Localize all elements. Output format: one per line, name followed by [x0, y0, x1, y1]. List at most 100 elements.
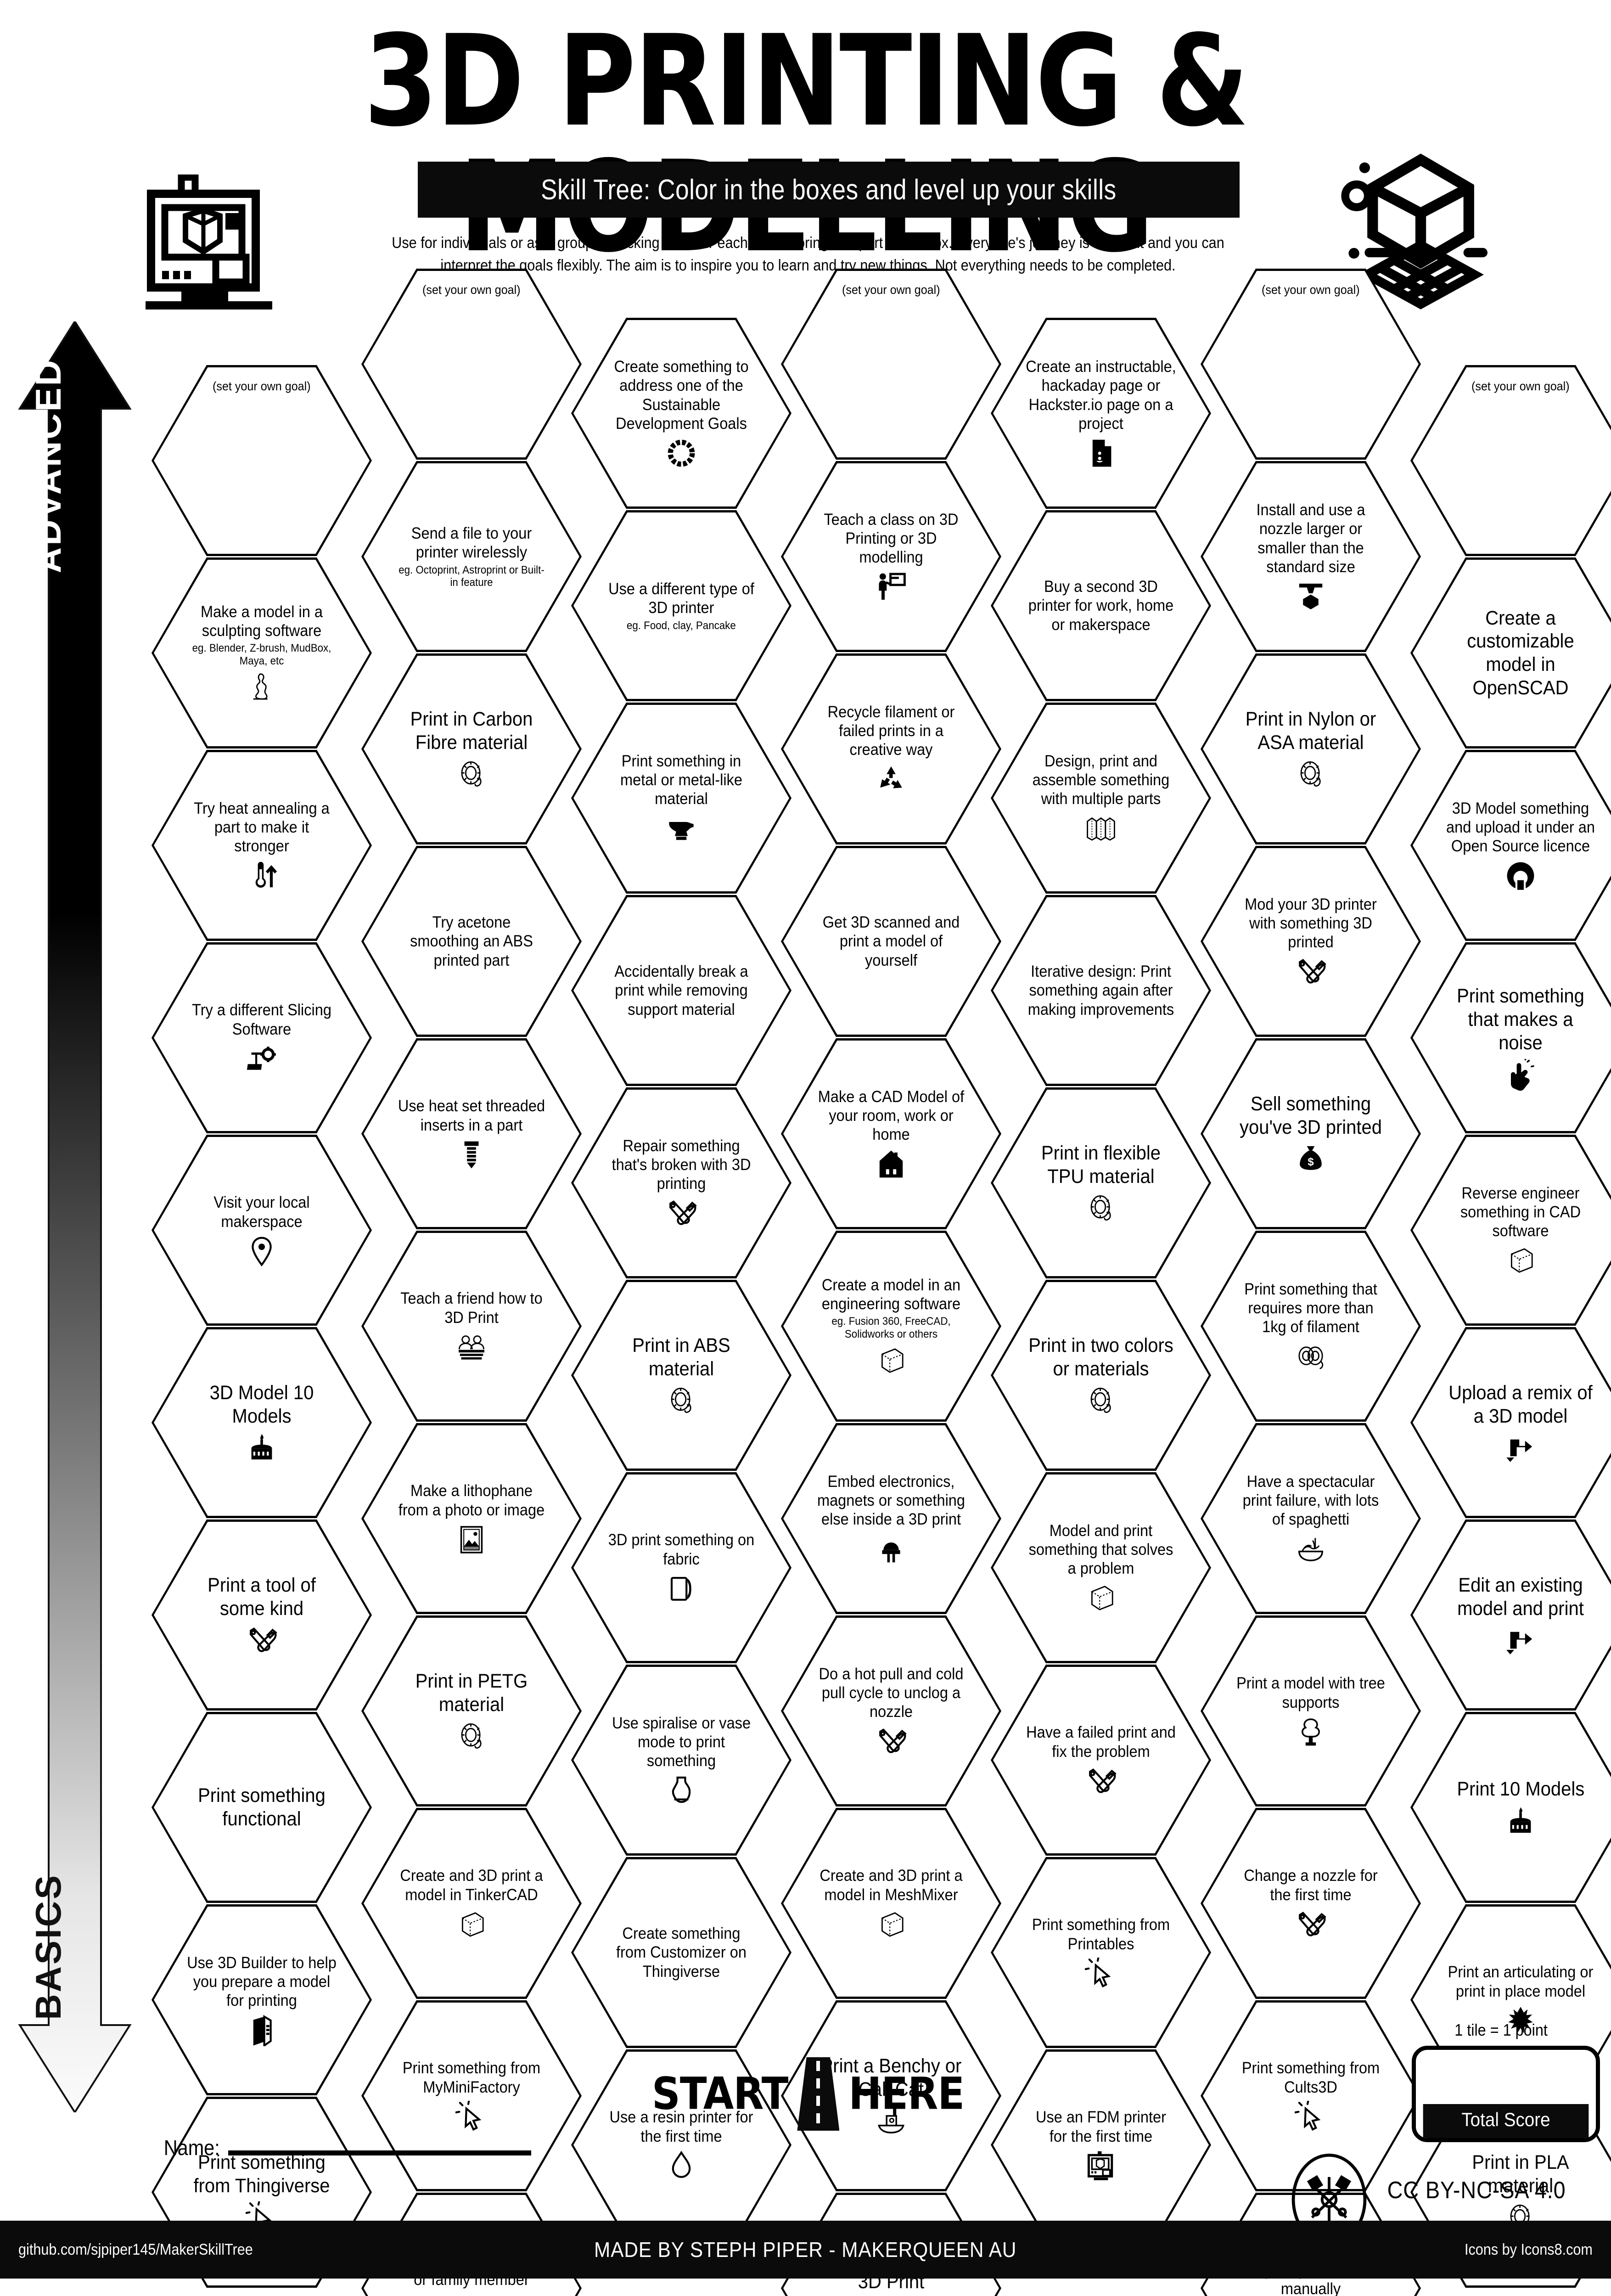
skill-hex-c6-r7[interactable]: Have a spectacular print failure, with l…	[1201, 1423, 1421, 1614]
skill-hex-c5-r3[interactable]: Design, print and assemble something wit…	[991, 703, 1211, 894]
skill-hex-c7-r8[interactable]: Print 10 Models	[1410, 1712, 1611, 1903]
skill-hex-title: Have a failed print and fix the problem	[1026, 1723, 1176, 1761]
teaching-icon	[455, 1331, 488, 1363]
skill-hex-c6-r6[interactable]: Print something that requires more than …	[1201, 1231, 1421, 1422]
slicer-gear-icon	[246, 1043, 278, 1075]
skill-hex-c3-r8[interactable]: Use spiralise or vase mode to print some…	[571, 1665, 791, 1856]
skill-hex-c4-r8[interactable]: Do a hot pull and cold pull cycle to unc…	[781, 1615, 1001, 1806]
total-score-box[interactable]: Total Score	[1412, 2046, 1600, 2142]
skill-hex-c4-r7[interactable]: Embed electronics, magnets or something …	[781, 1423, 1001, 1614]
skill-hex-c3-r3[interactable]: Print something in metal or metal-like m…	[571, 703, 791, 894]
skill-hex-c1-r1[interactable]: (set your own goal)	[152, 365, 372, 556]
subtitle-banner: Skill Tree: Color in the boxes and level…	[418, 162, 1240, 218]
skill-hex-title: Use a different type of 3D printer	[608, 580, 754, 617]
skill-hex-c3-r10[interactable]: Use a resin printer for the first time	[571, 2049, 791, 2240]
skill-hex-c3-r6[interactable]: Print in ABS material	[571, 1280, 791, 1471]
document-icon	[1085, 437, 1117, 469]
skill-hex-c2-r4[interactable]: Try acetone smoothing an ABS printed par…	[361, 846, 582, 1037]
house-icon	[875, 1148, 907, 1180]
skill-hex-c6-r4[interactable]: Mod your 3D printer with something 3D pr…	[1201, 846, 1421, 1037]
skill-hex-c7-r1[interactable]: (set your own goal)	[1410, 365, 1611, 556]
footer-bar: github.com/sjpiper145/MakerSkillTree MAD…	[0, 2221, 1611, 2279]
fabric-icon	[665, 1573, 697, 1605]
footer-github-link[interactable]: github.com/sjpiper145/MakerSkillTree	[18, 2241, 253, 2258]
skill-hex-c4-r4[interactable]: Get 3D scanned and print a model of your…	[781, 846, 1001, 1037]
skill-hex-title: Use a resin printer for the first time	[609, 2108, 753, 2145]
skill-hex-c2-r8[interactable]: Print in PETG material	[361, 1615, 582, 1806]
skill-hex-c1-r7[interactable]: Print a tool of some kind	[152, 1519, 372, 1711]
skill-hex-c3-r9[interactable]: Create something from Customizer on Thin…	[571, 1857, 791, 2048]
skill-hex-c4-r6[interactable]: Create a model in an engineering softwar…	[781, 1231, 1001, 1422]
skill-hex-c7-r6[interactable]: Upload a remix of a 3D model	[1410, 1327, 1611, 1518]
skill-hex-title: Print something that makes a noise	[1457, 985, 1584, 1054]
skill-hex-title: Print a tool of some kind	[208, 1574, 316, 1620]
vase-icon	[665, 1774, 697, 1806]
skill-hex-c1-r9[interactable]: Use 3D Builder to help you prepare a mod…	[152, 1904, 372, 2095]
skill-hex-c5-r1[interactable]: Create an instructable, hackaday page or…	[991, 318, 1211, 509]
name-label: Name:	[163, 2136, 220, 2160]
skill-hex-c6-r2[interactable]: Install and use a nozzle larger or small…	[1201, 461, 1421, 652]
skill-hex-c7-r4[interactable]: Print something that makes a noise	[1410, 942, 1611, 1133]
skill-hex-c4-r2[interactable]: Teach a class on 3D Printing or 3D model…	[781, 461, 1001, 652]
skill-hex-c3-r4[interactable]: Accidentally break a print while removin…	[571, 895, 791, 1086]
skill-hex-c6-r5[interactable]: Sell something you've 3D printed $	[1201, 1038, 1421, 1229]
skill-hex-c3-r1[interactable]: Create something to address one of the S…	[571, 318, 791, 509]
skill-hex-c3-r2[interactable]: Use a different type of 3D printer eg. Fo…	[571, 510, 791, 701]
recycle-icon	[875, 763, 907, 795]
skill-hex-c2-r9[interactable]: Create and 3D print a model in TinkerCAD	[361, 1808, 582, 1999]
skill-hex-c6-r1[interactable]: (set your own goal)	[1201, 269, 1421, 460]
skill-hex-title: 3D Model 10 Models	[209, 1381, 314, 1427]
skill-hex-title: Send a file to your printer wirelessly	[411, 524, 532, 562]
map-pin-icon	[246, 1235, 278, 1267]
skill-hex-c2-r6[interactable]: Teach a friend how to 3D Print	[361, 1231, 582, 1422]
name-input[interactable]	[228, 2150, 532, 2155]
skill-hex-c2-r2[interactable]: Send a file to your printer wirelessly eg…	[361, 461, 582, 652]
skill-hex-c1-r5[interactable]: Visit your local makerspace	[152, 1135, 372, 1326]
skill-hex-c7-r5[interactable]: Reverse engineer something in CAD softwa…	[1410, 1135, 1611, 1326]
skill-hex-c4-r9[interactable]: Create and 3D print a model in MeshMixer	[781, 1808, 1001, 1999]
skill-hex-c5-r7[interactable]: Model and print something that solves a …	[991, 1472, 1211, 1663]
skill-hex-c6-r8[interactable]: Print a model with tree supports	[1201, 1615, 1421, 1806]
skill-hex-c3-r7[interactable]: 3D print something on fabric	[571, 1472, 791, 1663]
skill-hex-c2-r1[interactable]: (set your own goal)	[361, 269, 582, 460]
skill-hex-c4-r5[interactable]: Make a CAD Model of your room, work or h…	[781, 1038, 1001, 1229]
tools-icon	[246, 1624, 278, 1656]
skill-hex-c7-r2[interactable]: Create a customizable model in OpenSCAD	[1410, 557, 1611, 748]
3d-printer-icon	[146, 174, 272, 310]
skill-hex-c5-r4[interactable]: Iterative design: Print something again …	[991, 895, 1211, 1086]
skill-hex-c2-r5[interactable]: Use heat set threaded inserts in a part	[361, 1038, 582, 1229]
skill-hex-c3-r5[interactable]: Repair something that's broken with 3D p…	[571, 1087, 791, 1278]
skill-hex-c4-r3[interactable]: Recycle filament or failed prints in a c…	[781, 653, 1001, 844]
skill-hex-c5-r10[interactable]: Use an FDM printer for the first time	[991, 2049, 1211, 2240]
skill-hex-c2-r7[interactable]: Make a lithophane from a photo or image	[361, 1423, 582, 1614]
skill-hex-c5-r5[interactable]: Print in flexible TPU material	[991, 1087, 1211, 1278]
skill-hex-title: Reverse engineer something in CAD softwa…	[1460, 1184, 1581, 1240]
footer-icons-credit[interactable]: Icons by Icons8.com	[1465, 2241, 1593, 2258]
skill-hex-title: 3D Model something and upload it under a…	[1446, 799, 1595, 855]
3d-cube-grid-icon	[1341, 153, 1488, 310]
skill-hex-c2-r3[interactable]: Print in Carbon Fibre material	[361, 653, 582, 844]
skill-hex-title: Print in PETG material	[415, 1670, 528, 1716]
skill-hex-title: Print in ABS material	[632, 1334, 730, 1380]
skill-hex-c6-r3[interactable]: Print in Nylon or ASA material	[1201, 653, 1421, 844]
skill-hex-c1-r8[interactable]: Print something functional	[152, 1712, 372, 1903]
skill-hex-c1-r2[interactable]: Make a model in a sculpting software eg. …	[152, 557, 372, 748]
skill-hex-c5-r9[interactable]: Print something from Printables	[991, 1857, 1211, 2048]
skill-hex-c6-r10[interactable]: Print something from Cults3D	[1201, 2000, 1421, 2191]
skill-hex-c2-r10[interactable]: Print something from MyMiniFactory	[361, 2000, 582, 2191]
skill-hex-c7-r3[interactable]: 3D Model something and upload it under a…	[1410, 750, 1611, 941]
skill-hex-c7-r7[interactable]: Edit an existing model and print	[1410, 1519, 1611, 1711]
skill-hex-c1-r3[interactable]: Try heat annealing a part to make it str…	[152, 750, 372, 941]
skill-hex-c4-r10[interactable]: Print a Benchy or Cali Cat	[781, 2000, 1001, 2191]
skill-hex-c6-r9[interactable]: Change a nozzle for the first time	[1201, 1808, 1421, 1999]
skill-hex-c4-r1[interactable]: (set your own goal)	[781, 269, 1001, 460]
skill-hex-c1-r4[interactable]: Try a different Slicing Software	[152, 942, 372, 1133]
hand-noise-icon	[1504, 1058, 1537, 1091]
skill-hex-c5-r8[interactable]: Have a failed print and fix the problem	[991, 1665, 1211, 1856]
sdg-wheel-icon	[665, 437, 697, 469]
skill-hex-title: Try heat annealing a part to make it str…	[194, 799, 330, 855]
skill-hex-c5-r6[interactable]: Print in two colors or materials	[991, 1280, 1211, 1471]
cake-icon	[1504, 1805, 1537, 1837]
skill-hex-c5-r2[interactable]: Buy a second 3D printer for work, home o…	[991, 510, 1211, 701]
skill-hex-c1-r6[interactable]: 3D Model 10 Models	[152, 1327, 372, 1518]
